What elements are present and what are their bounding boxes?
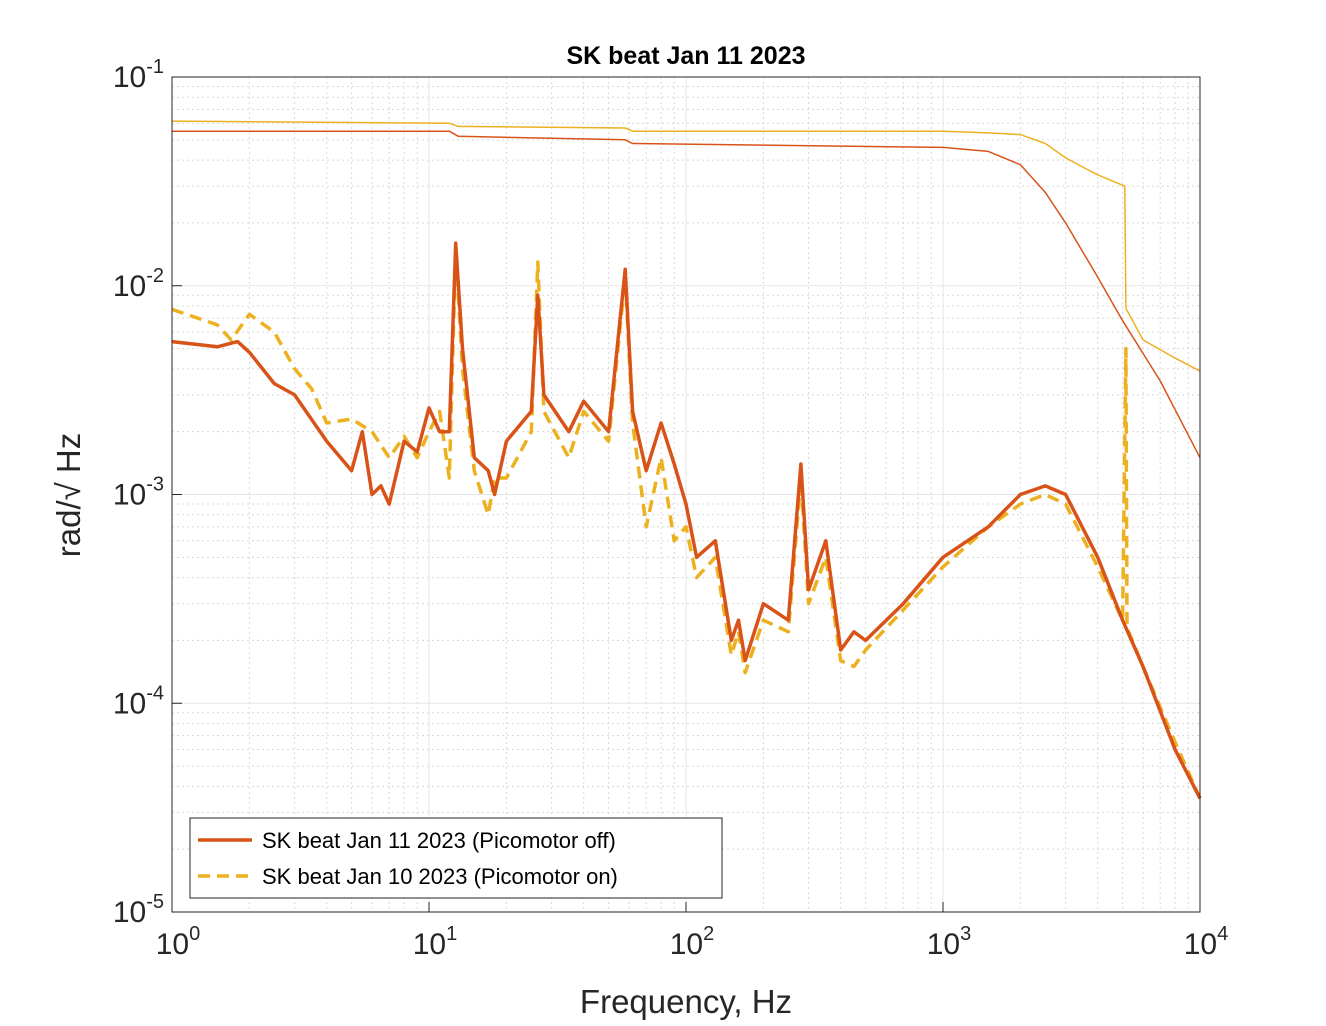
tick-label: 103 [927, 923, 972, 961]
legend: SK beat Jan 11 2023 (Picomotor off) SK be… [189, 817, 723, 899]
tick-label: 101 [413, 923, 458, 961]
series-line [172, 130, 1201, 459]
tick-base: 10 [1184, 928, 1217, 961]
tick-label: 10-3 [113, 474, 164, 512]
tick-label: 104 [1184, 923, 1229, 961]
tick-exponent: 0 [189, 923, 200, 945]
series-line [171, 247, 1202, 800]
tick-base: 10 [113, 479, 146, 512]
tick-exponent: -5 [146, 891, 164, 913]
legend-label: SK beat Jan 10 2023 (Picomotor on) [262, 864, 618, 889]
series-line [171, 241, 1202, 800]
x-axis-label: Frequency, Hz [580, 983, 792, 1020]
tick-exponent: 4 [1217, 923, 1228, 945]
tick-base: 10 [670, 928, 703, 961]
tick-label: 10-4 [113, 682, 164, 720]
tick-label: 10-2 [113, 265, 164, 303]
tick-base: 10 [927, 928, 960, 961]
tick-base: 10 [113, 61, 146, 94]
y-axis-label: rad/√ Hz [50, 433, 87, 557]
legend-box [189, 817, 723, 899]
tick-exponent: -2 [146, 265, 164, 287]
tick-exponent: 2 [703, 923, 714, 945]
tick-base: 10 [413, 928, 446, 961]
tick-base: 10 [156, 928, 189, 961]
tick-label: 10-5 [113, 891, 164, 929]
tick-base: 10 [113, 687, 146, 720]
tick-label: 10-1 [113, 56, 164, 94]
series-line [171, 120, 1201, 372]
tick-label: 102 [670, 923, 715, 961]
tick-label: 100 [156, 923, 201, 961]
tick-exponent: -4 [146, 682, 164, 704]
chart-title: SK beat Jan 11 2023 [566, 42, 805, 70]
tick-exponent: -1 [146, 56, 164, 78]
tick-exponent: 1 [446, 923, 457, 945]
tick-base: 10 [113, 270, 146, 303]
tick-exponent: -3 [146, 474, 164, 496]
legend-label: SK beat Jan 11 2023 (Picomotor off) [262, 828, 616, 853]
tick-base: 10 [113, 896, 146, 929]
tick-exponent: 3 [960, 923, 971, 945]
lines [171, 120, 1202, 800]
